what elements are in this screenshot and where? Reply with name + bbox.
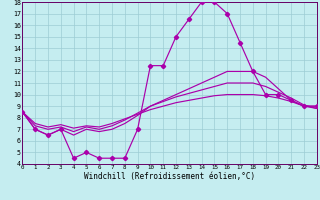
X-axis label: Windchill (Refroidissement éolien,°C): Windchill (Refroidissement éolien,°C) [84, 172, 255, 181]
